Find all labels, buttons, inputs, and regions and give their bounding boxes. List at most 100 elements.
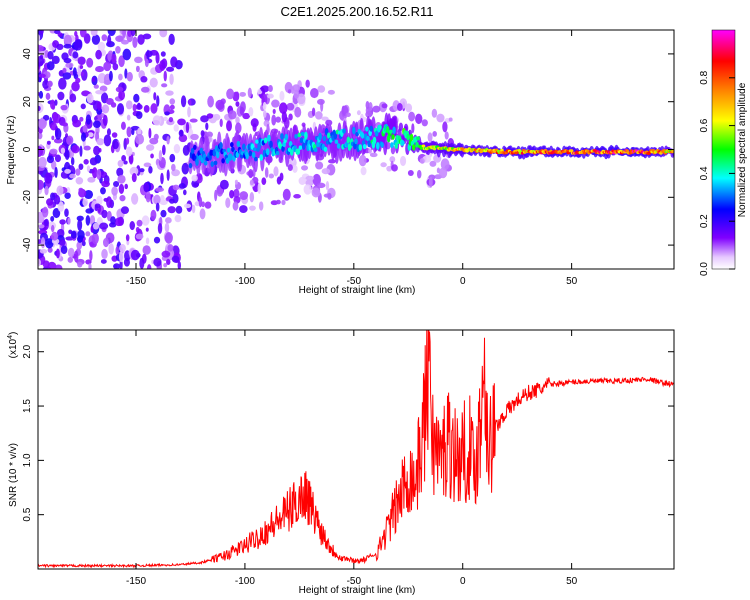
noise-blob [73,250,79,263]
ridge-core [406,133,411,141]
noise-blob [214,189,218,202]
noise-blob [278,102,288,114]
ridge-core [263,137,268,144]
noise-blob [131,173,137,183]
noise-blob [164,222,170,233]
noise-blob [250,118,259,128]
noise-blob [427,132,433,143]
ridge-core [300,131,305,137]
noise-blob [239,91,246,97]
noise-blob [91,34,101,45]
noise-blob [311,107,316,117]
noise-blob [139,168,145,173]
ridge-core [366,135,370,142]
ridge-core [354,138,358,145]
ridge-halo [398,122,404,132]
noise-blob [142,33,152,40]
ridge-core [392,126,396,135]
ridge-core [390,142,394,149]
noise-blob [389,156,396,163]
noise-blob [56,185,64,196]
noise-blob [115,45,121,54]
noise-blob [169,98,176,105]
noise-blob [317,85,326,93]
noise-blob [149,137,159,145]
ridge-core [409,133,414,142]
noise-blob [99,222,109,230]
noise-blob [50,224,55,233]
noise-blob [369,152,378,158]
noise-blob [100,187,106,195]
noise-blob [75,77,81,84]
noise-blob [239,191,249,201]
noise-blob [120,206,130,214]
noise-blob [73,39,83,51]
ridge-core [221,158,225,164]
noise-blob [235,116,240,125]
noise-blob [173,124,179,132]
ridge-core [280,133,284,140]
noise-blob [135,233,144,240]
noise-blob [120,121,126,131]
noise-blob [79,30,87,38]
noise-blob [60,104,68,111]
noise-blob [92,167,98,179]
noise-blob [212,113,221,121]
noise-blob [77,261,83,268]
noise-blob [145,50,153,58]
ridge-core [375,142,380,150]
noise-blob [248,107,254,117]
noise-blob [161,58,168,69]
noise-blob [75,176,84,185]
noise-blob [69,93,77,103]
noise-blob [201,201,205,208]
colorbar-tick-label: 0.6 [699,118,710,132]
snr-axes: -150 -100 -50 0 50 0.5 1.0 1.5 2.0 [22,330,674,587]
noise-blob [56,228,65,238]
noise-blob [117,159,124,168]
spectrogram-xtick-label: 50 [566,276,578,287]
noise-blob [125,100,133,110]
snr-scale-note: (x104) [7,332,19,359]
ridge-core [333,132,338,140]
noise-blob [288,113,293,121]
noise-blob [275,116,281,123]
noise-blob [301,165,309,171]
noise-blob [419,157,425,164]
noise-blob [124,183,128,190]
noise-blob [97,41,106,51]
noise-blob [47,261,57,269]
noise-blob [157,222,163,234]
ridge-core [230,141,234,148]
noise-blob [116,103,125,115]
snr-xtick-label: 0 [460,576,466,587]
ridge-core [245,151,249,160]
noise-blob [126,71,133,82]
noise-blob [239,205,248,214]
noise-blob [57,91,65,101]
noise-blob [95,65,104,73]
noise-blob [261,177,267,186]
ridge-core [269,140,273,149]
ridge-core [236,140,241,147]
noise-blob [112,140,119,150]
noise-blob [59,219,66,225]
noise-blob [95,49,102,60]
noise-blob [132,36,138,49]
noise-blob [67,247,75,258]
noise-blob [249,205,256,211]
noise-blob [91,232,99,245]
noise-blob [144,58,149,68]
noise-blob [191,204,196,214]
noise-blob [273,166,279,177]
ridge-core [275,151,280,156]
noise-blob [38,145,44,157]
colorbar-tick-label: 0.0 [699,262,710,276]
noise-blob [279,90,285,101]
noise-blob [135,133,145,145]
noise-blob [161,83,168,88]
noise-blob [60,147,66,154]
ridge-core [360,132,365,139]
noise-blob [87,176,96,183]
colorbar-ticks: 0.0 0.2 0.4 0.6 0.8 [699,70,735,276]
